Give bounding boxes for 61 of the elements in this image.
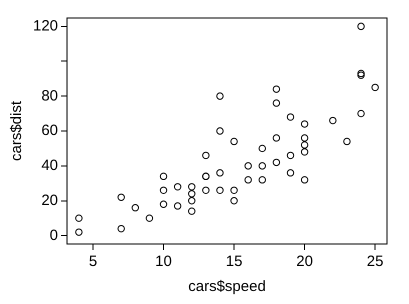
point (258, 144, 266, 152)
y-axis-title: cars$dist (8, 100, 26, 162)
point (160, 200, 168, 208)
point (371, 84, 379, 92)
point (300, 120, 308, 128)
point (188, 197, 196, 204)
point (160, 186, 168, 194)
point (160, 172, 168, 180)
x-tick-label: 10 (155, 253, 172, 270)
point (230, 197, 238, 204)
y-tick-label: 20 (41, 192, 58, 209)
point (300, 176, 308, 184)
point (75, 214, 83, 222)
point (343, 138, 351, 146)
point (230, 138, 238, 146)
point (357, 110, 365, 118)
point (216, 169, 224, 177)
point (132, 204, 140, 212)
point (300, 148, 308, 156)
y-tick-label: 0 (50, 226, 58, 244)
point (188, 208, 196, 215)
point (202, 186, 210, 194)
point (216, 127, 224, 135)
point (244, 176, 252, 184)
point (216, 92, 224, 100)
point (357, 72, 365, 79)
x-tick-label: 25 (366, 253, 384, 270)
point (118, 194, 125, 201)
point (216, 186, 224, 194)
x-tick-label: 5 (88, 253, 98, 270)
point (258, 176, 266, 184)
point (286, 152, 294, 160)
y-tick-label: 120 (32, 18, 58, 35)
point (118, 224, 125, 232)
point (75, 228, 83, 236)
x-axis-title: cars$speed (188, 278, 266, 296)
point (272, 99, 280, 107)
point (258, 162, 266, 170)
point (272, 85, 280, 93)
point (272, 158, 280, 166)
point (300, 134, 308, 142)
point (272, 134, 280, 142)
y-tick-label: 80 (41, 87, 58, 104)
point (244, 162, 252, 170)
point (174, 183, 182, 191)
y-tick-label: 40 (41, 157, 58, 174)
point (286, 113, 294, 121)
point (188, 183, 196, 191)
point (357, 70, 365, 78)
point (300, 141, 308, 149)
point (357, 22, 365, 30)
y-tick-label: 60 (41, 122, 58, 140)
point (146, 214, 154, 222)
point (286, 169, 294, 177)
point (174, 202, 182, 210)
point (202, 152, 210, 160)
point (329, 116, 337, 124)
point (188, 190, 196, 198)
point (230, 186, 238, 194)
x-tick-label: 20 (296, 253, 313, 270)
x-tick-label: 15 (226, 253, 242, 270)
